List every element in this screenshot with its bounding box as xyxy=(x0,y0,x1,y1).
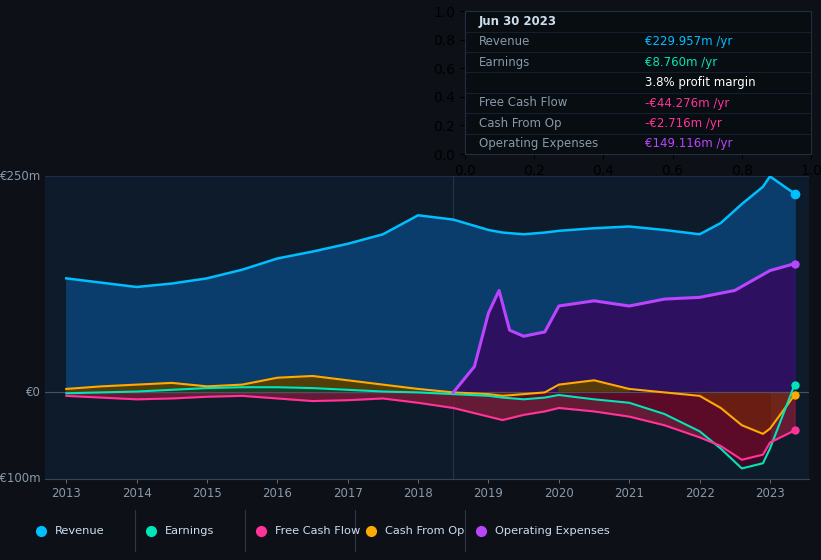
Text: €229.957m /yr: €229.957m /yr xyxy=(644,35,732,48)
Text: Operating Expenses: Operating Expenses xyxy=(479,137,598,150)
Text: -€44.276m /yr: -€44.276m /yr xyxy=(644,96,729,110)
Text: -€100m: -€100m xyxy=(0,472,41,486)
Text: Operating Expenses: Operating Expenses xyxy=(495,526,610,535)
Text: Cash From Op: Cash From Op xyxy=(479,117,561,130)
Text: Free Cash Flow: Free Cash Flow xyxy=(275,526,360,535)
Text: €149.116m /yr: €149.116m /yr xyxy=(644,137,732,150)
Text: Cash From Op: Cash From Op xyxy=(385,526,465,535)
Text: -€2.716m /yr: -€2.716m /yr xyxy=(644,117,722,130)
Text: Revenue: Revenue xyxy=(55,526,104,535)
Text: Free Cash Flow: Free Cash Flow xyxy=(479,96,567,110)
Text: Revenue: Revenue xyxy=(479,35,530,48)
Text: €0: €0 xyxy=(26,386,41,399)
Text: Jun 30 2023: Jun 30 2023 xyxy=(479,15,557,28)
Text: Earnings: Earnings xyxy=(165,526,214,535)
Text: Earnings: Earnings xyxy=(479,55,530,69)
Text: €250m: €250m xyxy=(0,170,41,183)
Text: €8.760m /yr: €8.760m /yr xyxy=(644,55,717,69)
Text: 3.8% profit margin: 3.8% profit margin xyxy=(644,76,755,89)
